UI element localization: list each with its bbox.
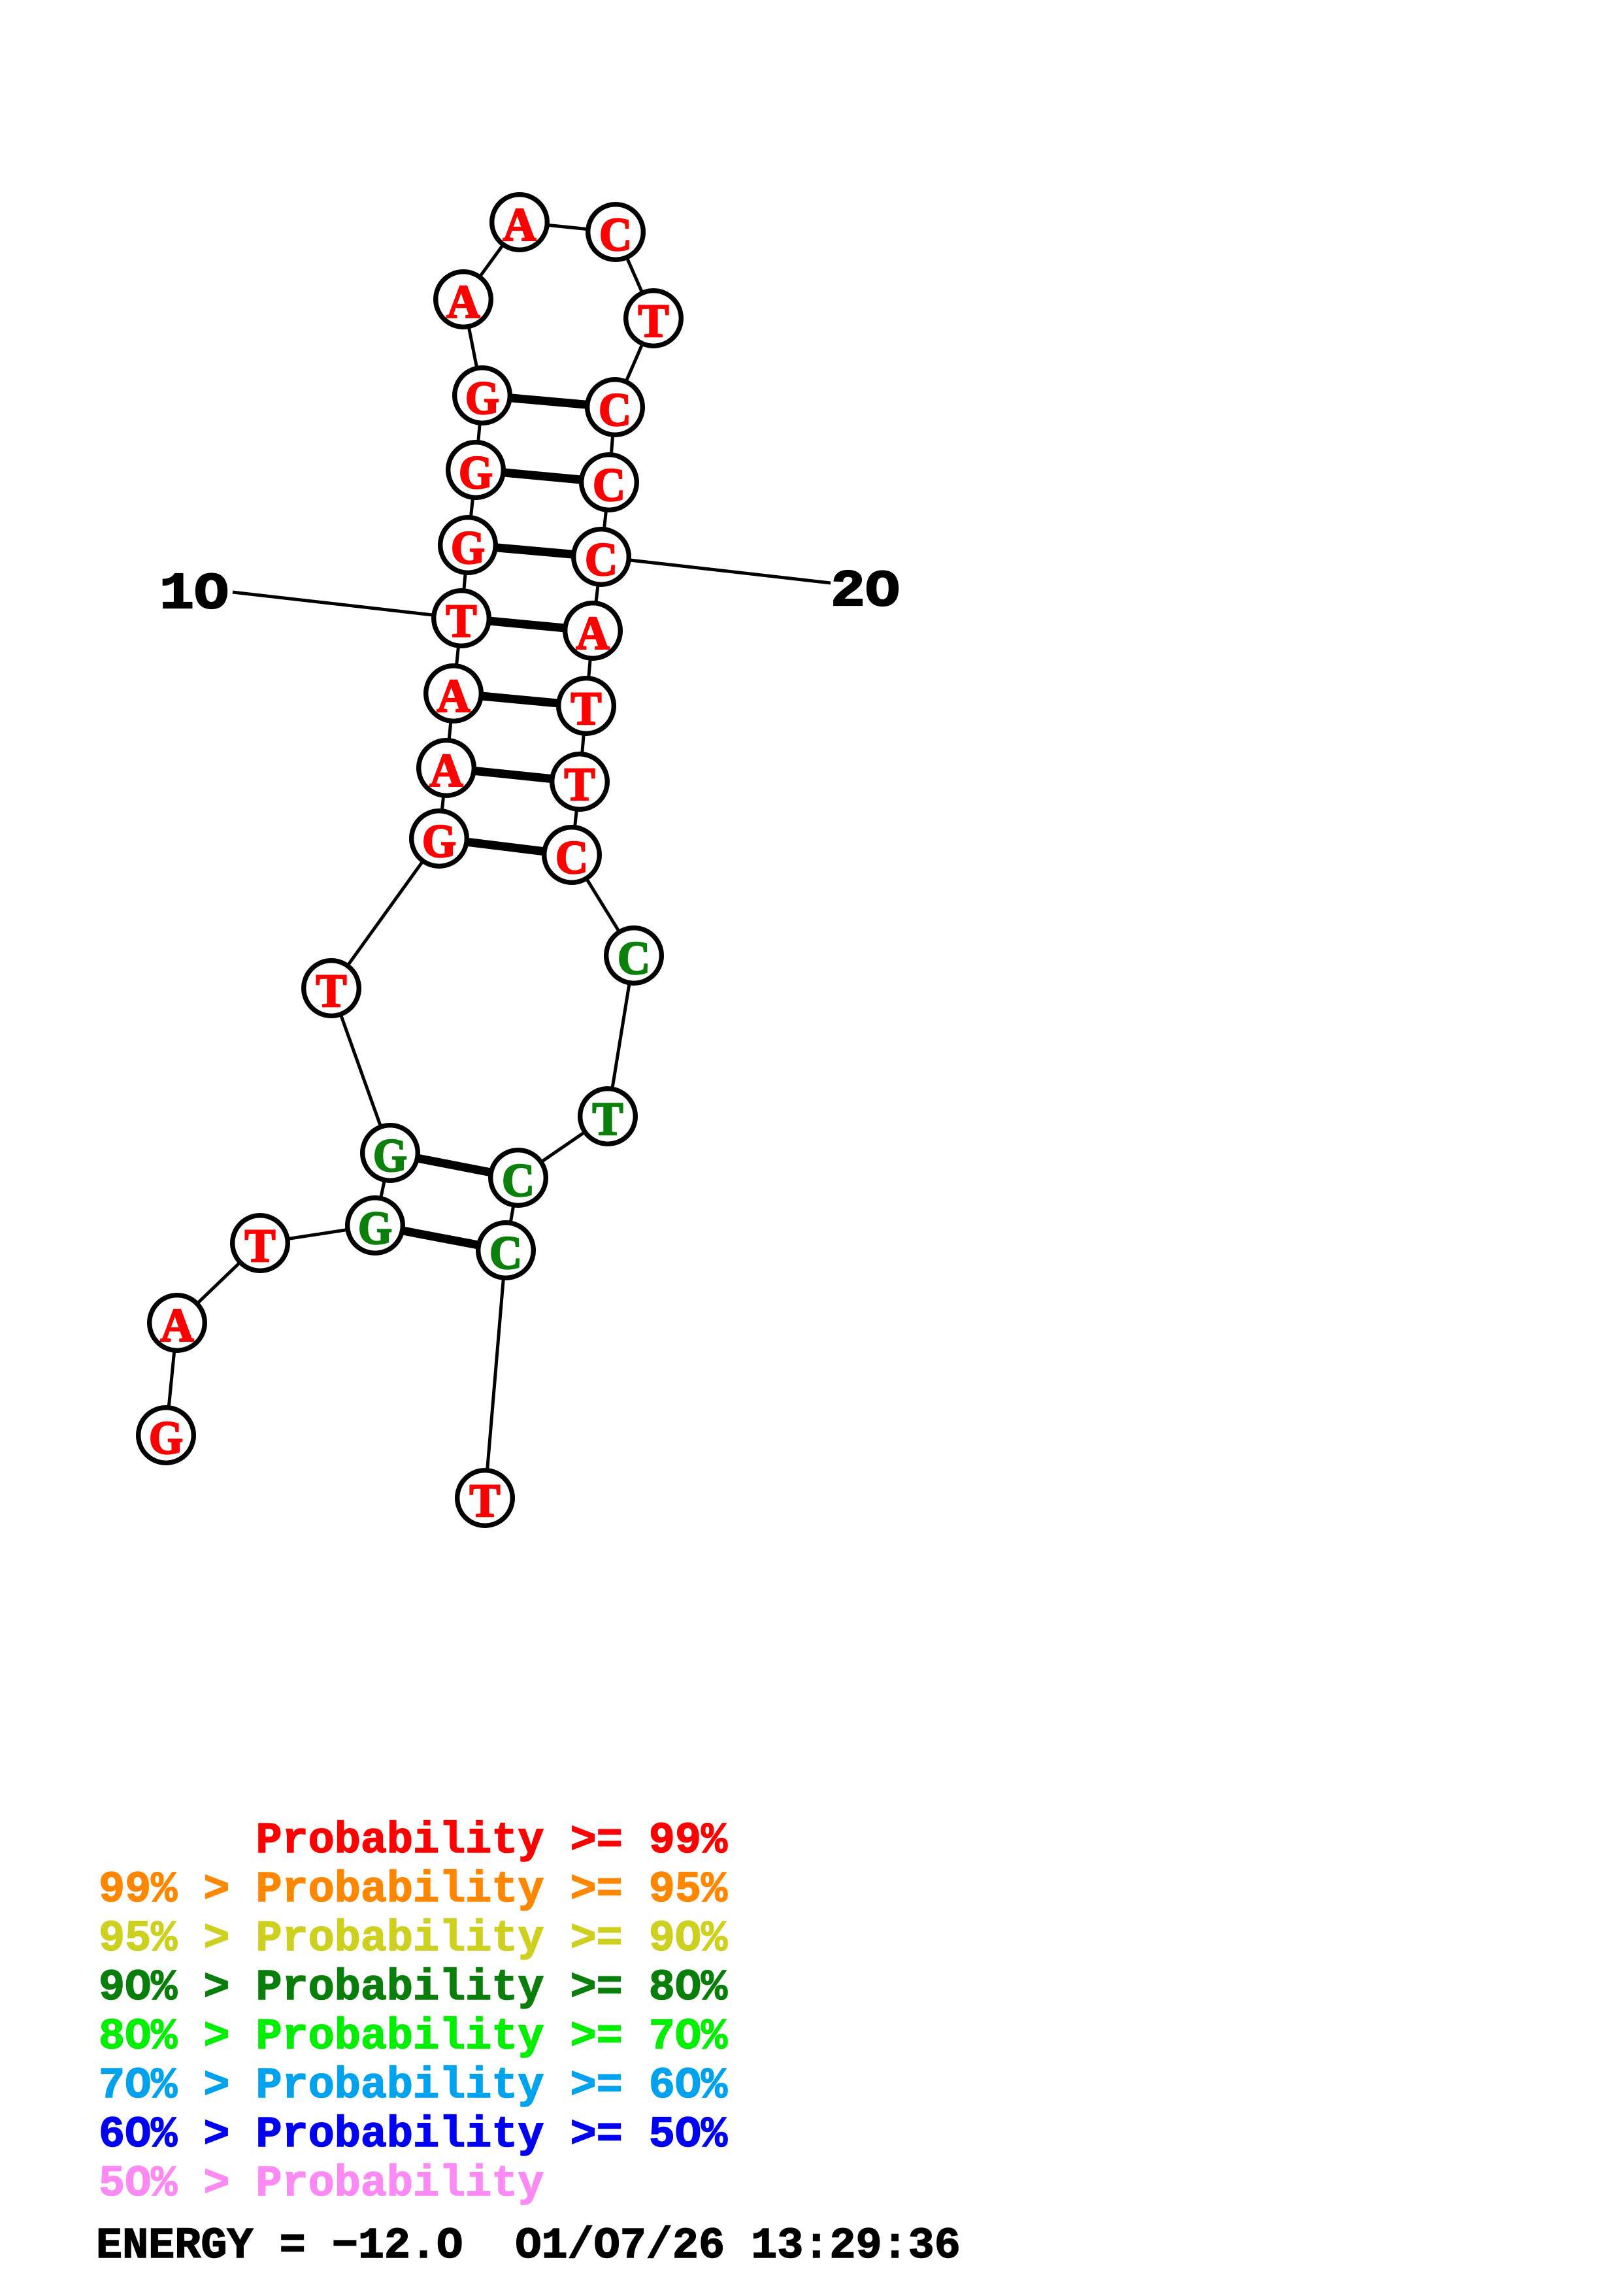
svg-text:C: C [555, 831, 588, 884]
svg-text:T: T [565, 758, 595, 810]
svg-text:A: A [576, 607, 610, 659]
svg-text:ENERGY = −12.O O1/O7/26 13:29: ENERGY = −12.O O1/O7/26 13:29:36 [96, 2221, 961, 2271]
svg-text:99% > Probability >= 95%: 99% > Probability >= 95% [99, 1865, 728, 1915]
svg-text:A: A [447, 276, 480, 328]
svg-text:C: C [585, 533, 618, 586]
svg-text:7O% > Probability >= 6O%: 7O% > Probability >= 6O% [99, 2061, 728, 2111]
svg-text:T: T [446, 595, 477, 647]
svg-text:8O% > Probability >= 7O%: 8O% > Probability >= 7O% [99, 2012, 728, 2062]
svg-text:1O: 1O [159, 565, 229, 624]
svg-text:C: C [618, 932, 650, 984]
svg-text:T: T [638, 295, 669, 347]
svg-text:G: G [422, 815, 456, 867]
svg-text:T: T [593, 1093, 623, 1145]
svg-text:C: C [599, 208, 632, 261]
svg-text:9O% > Probability >= 8O%: 9O% > Probability >= 8O% [99, 1963, 728, 2013]
svg-text:G: G [459, 446, 493, 499]
svg-text:A: A [161, 1299, 194, 1352]
svg-text:2O: 2O [831, 562, 900, 621]
svg-text:A: A [430, 744, 463, 797]
svg-text:T: T [470, 1474, 501, 1527]
svg-text:Probability >= 99%: Probability >= 99% [99, 1816, 728, 1866]
svg-text:T: T [245, 1220, 276, 1272]
svg-text:G: G [451, 522, 485, 574]
svg-text:A: A [503, 199, 537, 251]
svg-text:G: G [373, 1129, 407, 1182]
svg-text:C: C [599, 384, 631, 436]
svg-text:5O% > Probability: 5O% > Probability [99, 2159, 544, 2209]
svg-text:C: C [489, 1227, 522, 1279]
svg-text:T: T [316, 965, 347, 1017]
svg-text:C: C [593, 459, 625, 511]
svg-text:6O% > Probability >= 5O%: 6O% > Probability >= 5O% [99, 2110, 728, 2160]
svg-text:A: A [437, 670, 471, 722]
svg-text:T: T [571, 682, 602, 735]
svg-text:G: G [149, 1412, 183, 1464]
svg-text:95% > Probability >= 9O%: 95% > Probability >= 9O% [99, 1914, 728, 1964]
svg-text:G: G [358, 1202, 392, 1254]
svg-text:C: C [502, 1154, 535, 1206]
svg-text:G: G [465, 372, 499, 424]
